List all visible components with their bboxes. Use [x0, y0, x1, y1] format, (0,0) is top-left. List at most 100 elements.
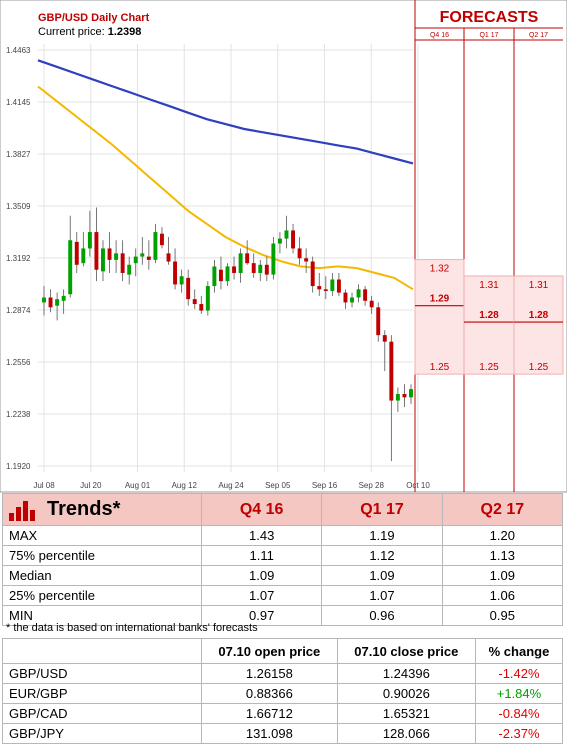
x-tick-label: Sep 05	[265, 481, 291, 490]
y-tick-label: 1.3509	[6, 202, 31, 211]
candle-body	[153, 232, 158, 260]
y-tick-label: 1.2874	[6, 306, 31, 315]
trends-header-row: Trends* Q4 16 Q1 17 Q2 17	[2, 493, 564, 526]
candle-body	[212, 266, 217, 287]
trends-cell: 1.13	[441, 545, 564, 566]
candle-body	[238, 253, 243, 273]
chart-title: GBP/USD Daily Chart	[38, 12, 150, 24]
candle-body	[258, 264, 263, 273]
trends-row-label: Median	[2, 565, 202, 586]
candle-body	[48, 297, 53, 308]
candle-body	[199, 304, 204, 311]
current-price-value: 1.2398	[108, 26, 142, 38]
y-tick-label: 1.2556	[6, 358, 31, 367]
trends-note: * the data is based on international ban…	[6, 622, 258, 634]
y-tick-label: 1.4145	[6, 98, 31, 107]
price-row: GBP/JPY 131.098 128.066 -2.37%	[2, 723, 564, 744]
y-tick-label: 1.3827	[6, 150, 31, 159]
x-tick-label: Oct 10	[406, 481, 430, 490]
candle-body	[133, 256, 138, 264]
candle-body	[363, 289, 368, 301]
gbpusd-chart: FORECASTS Q4 16 Q1 17 Q2 17 1.32 1.29 1.25 1.31…	[0, 0, 567, 493]
candle-body	[330, 279, 335, 291]
candle-body	[284, 230, 289, 239]
trends-cell: 1.07	[321, 585, 443, 606]
candle-body	[140, 253, 145, 257]
trends-body: MAX 1.43 1.19 1.20 75% percentile 1.11 1.12 1.1…	[2, 525, 564, 626]
trends-cell: 1.09	[321, 565, 443, 586]
x-tick-label: Aug 12	[172, 481, 198, 490]
candle-body	[264, 264, 269, 275]
candle-body	[186, 277, 191, 300]
candle-body	[409, 389, 413, 398]
trends-row: MIN 0.97 0.96 0.95	[2, 605, 564, 626]
trends-row: Median 1.09 1.09 1.09	[2, 565, 564, 586]
candle-body	[291, 230, 296, 249]
candle-body	[87, 232, 92, 249]
candle-body	[350, 297, 354, 303]
price-pair: GBP/JPY	[2, 723, 202, 744]
moving-average-yellow	[37, 85, 414, 291]
trends-cell: 1.19	[321, 525, 443, 546]
trends-col-q1: Q1 17	[321, 493, 443, 526]
candle-body	[356, 289, 361, 298]
price-open: 0.88366	[201, 683, 338, 704]
trends-col-q2: Q2 17	[441, 493, 564, 526]
forecast-high-label: 1.32	[430, 264, 450, 275]
candle-body	[94, 232, 99, 270]
candle-body	[389, 341, 394, 401]
candle-body	[107, 248, 112, 260]
forecast-column-label: Q1 17	[479, 32, 498, 39]
candle-body	[271, 243, 276, 275]
candle-body	[68, 240, 73, 295]
candle-body	[376, 307, 381, 336]
y-tick-label: 1.1920	[6, 462, 31, 471]
candle-body	[317, 286, 322, 290]
x-tick-label: Sep 28	[359, 481, 385, 490]
x-tick-label: Jul 20	[80, 481, 102, 490]
price-open: 131.098	[201, 723, 338, 744]
candle-body	[205, 286, 210, 311]
price-close: 128.066	[336, 723, 476, 744]
candle-body	[336, 279, 341, 293]
price-row: GBP/CAD 1.66712 1.65321 -0.84%	[2, 703, 564, 724]
chart-frame	[0, 0, 567, 493]
prices-table: 07.10 open price 07.10 close price % cha…	[2, 638, 564, 744]
trends-table: Trends* Q4 16 Q1 17 Q2 17 MAX 1.43 1.19 1.2…	[2, 493, 564, 626]
price-open: 1.66712	[201, 703, 338, 724]
trends-row-label: 25% percentile	[2, 585, 202, 606]
x-tick-label: Aug 24	[218, 481, 244, 490]
forecast-low-label: 1.25	[479, 362, 499, 373]
forecast-mid-label: 1.28	[479, 310, 499, 321]
price-pair: EUR/GBP	[2, 683, 202, 704]
price-change: +1.84%	[474, 683, 564, 704]
prices-header-row: 07.10 open price 07.10 close price % cha…	[2, 638, 564, 664]
trends-cell: 0.96	[321, 605, 443, 626]
candle-body	[382, 335, 387, 342]
price-close: 0.90026	[336, 683, 476, 704]
forecast-range-band	[463, 275, 515, 375]
trends-row: MAX 1.43 1.19 1.20	[2, 525, 564, 546]
trends-cell: 1.12	[321, 545, 443, 566]
prices-col-change: % change	[474, 638, 564, 664]
trends-title: Trends*	[47, 497, 121, 520]
axis-labels: 1.4463 1.4145 1.3827 1.3509 1.3192 1.2874 1.25…	[6, 46, 430, 490]
trends-row-label: 75% percentile	[2, 545, 202, 566]
forecast-range-band	[414, 259, 465, 375]
forecast-column-label: Q4 16	[430, 32, 449, 39]
candle-body	[74, 241, 79, 265]
trends-cell: 0.95	[441, 605, 564, 626]
forecast-column-label: Q2 17	[529, 32, 548, 39]
forecast-mid-label: 1.29	[430, 294, 450, 305]
prices-body: GBP/USD 1.26158 1.24396 -1.42% EUR/GBP 0.8836…	[2, 663, 564, 744]
candle-body	[343, 292, 348, 303]
bar-chart-icon	[9, 498, 37, 522]
forecast-high-label: 1.31	[479, 280, 499, 291]
candle-body	[159, 233, 164, 246]
trends-cell: 1.11	[200, 545, 323, 566]
y-tick-label: 1.4463	[6, 46, 31, 55]
price-pair: GBP/CAD	[2, 703, 202, 724]
y-tick-label: 1.3192	[6, 254, 31, 263]
trends-title-cell: Trends*	[2, 493, 202, 526]
